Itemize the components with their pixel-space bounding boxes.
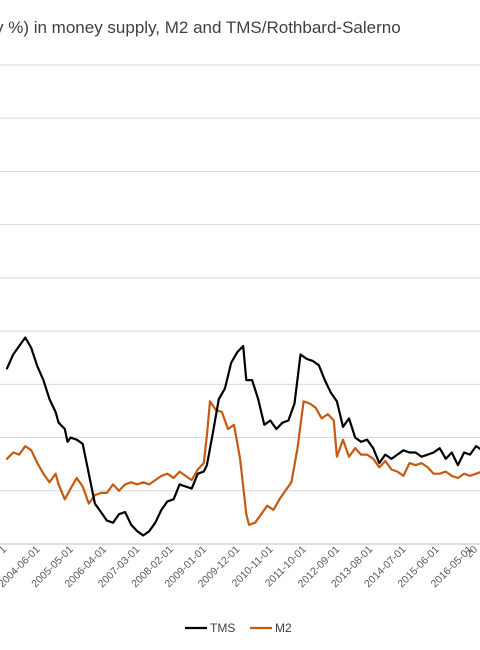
x-tick-label: 1 <box>0 544 9 557</box>
series-line-m2 <box>5 400 480 526</box>
legend-label-tms: TMS <box>210 621 235 635</box>
gridlines <box>0 64 480 545</box>
x-axis-tick-labels: 12004-06-012005-05-012006-04-012007-03-0… <box>0 544 480 591</box>
series-line-tms <box>5 336 480 537</box>
chart-title: y %) in money supply, M2 and TMS/Rothbar… <box>0 18 401 37</box>
legend-label-m2: M2 <box>275 621 292 635</box>
series-lines <box>5 336 480 537</box>
legend: TMS M2 <box>185 621 292 635</box>
